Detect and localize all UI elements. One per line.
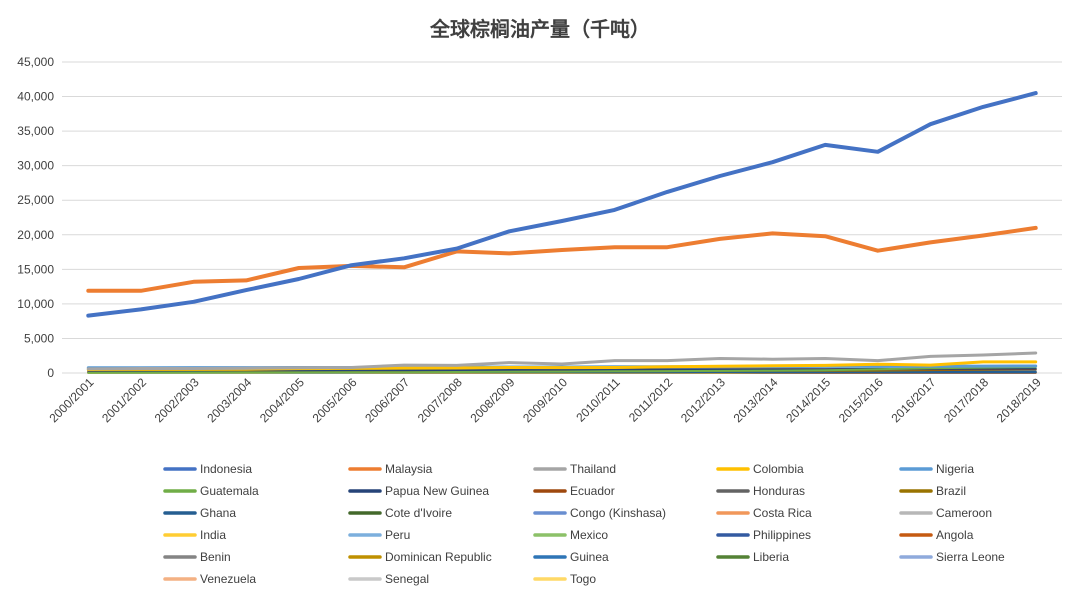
x-tick-label: 2001/2002 <box>99 375 149 425</box>
x-tick-label: 2011/2012 <box>626 375 676 425</box>
y-tick-label: 35,000 <box>17 124 54 138</box>
x-tick-label: 2003/2004 <box>204 375 254 425</box>
series-line-thailand <box>86 351 1038 371</box>
legend: Indonesia Malaysia Thailand Colombia Nigeria… <box>163 462 1005 586</box>
legend-item: Guatemala <box>163 484 259 498</box>
legend-item: Indonesia <box>163 462 252 476</box>
x-tick-label: 2007/2008 <box>415 375 465 425</box>
x-tick-label: 2012/2013 <box>678 375 728 425</box>
legend-item: Liberia <box>716 550 789 564</box>
legend-item: Venezuela <box>163 572 256 586</box>
y-tick-label: 45,000 <box>17 55 54 69</box>
legend-label: Malaysia <box>385 462 433 476</box>
x-axis-labels: 2000/2001 2001/2002 2002/2003 2003/2004 2004… <box>46 375 1044 425</box>
legend-label: Ghana <box>200 506 236 520</box>
chart-title: 全球棕榈油产量（千吨） <box>429 17 650 41</box>
legend-label: Papua New Guinea <box>385 484 489 498</box>
legend-item: Senegal <box>348 572 429 586</box>
series-line-guatemala <box>87 366 1037 374</box>
legend-item: Congo (Kinshasa) <box>533 506 666 520</box>
legend-label: Cameroon <box>936 506 992 520</box>
legend-item: Guinea <box>533 550 609 564</box>
legend-label: Senegal <box>385 572 429 586</box>
legend-item: Cameroon <box>899 506 992 520</box>
series-line-malaysia <box>86 225 1038 293</box>
x-tick-label: 2018/2019 <box>994 375 1044 425</box>
legend-label: Benin <box>200 550 231 564</box>
grid-lines <box>62 61 1062 374</box>
legend-label: Cote d'Ivoire <box>385 506 452 520</box>
legend-label: Dominican Republic <box>385 550 492 564</box>
legend-item: Brazil <box>899 484 966 498</box>
legend-label: Angola <box>936 528 974 542</box>
y-axis-labels: 0 5,000 10,000 15,000 20,000 25,000 30,000 35,0… <box>17 55 54 380</box>
legend-item: Ecuador <box>533 484 615 498</box>
legend-label: Guinea <box>570 550 609 564</box>
legend-label: Costa Rica <box>753 506 812 520</box>
x-tick-label: 2010/2011 <box>573 375 623 425</box>
y-tick-label: 30,000 <box>17 159 54 173</box>
legend-label: Congo (Kinshasa) <box>570 506 666 520</box>
legend-item: Honduras <box>716 484 805 498</box>
legend-label: Liberia <box>753 550 789 564</box>
legend-item: Papua New Guinea <box>348 484 489 498</box>
x-tick-label: 2015/2016 <box>836 375 886 425</box>
legend-label: Venezuela <box>200 572 256 586</box>
legend-label: Guatemala <box>200 484 259 498</box>
x-tick-label: 2004/2005 <box>257 375 307 425</box>
y-tick-label: 15,000 <box>17 262 54 276</box>
legend-label: Mexico <box>570 528 608 542</box>
legend-item: Thailand <box>533 462 616 476</box>
x-tick-label: 2000/2001 <box>46 375 96 425</box>
legend-label: Ecuador <box>570 484 615 498</box>
legend-label: Thailand <box>570 462 616 476</box>
legend-item: Sierra Leone <box>899 550 1005 564</box>
legend-item: Peru <box>348 528 410 542</box>
series-lines <box>86 91 1038 374</box>
legend-item: Malaysia <box>348 462 433 476</box>
legend-label: Colombia <box>753 462 804 476</box>
legend-label: Togo <box>570 572 596 586</box>
legend-item: Colombia <box>716 462 804 476</box>
legend-label: Peru <box>385 528 410 542</box>
x-tick-label: 2006/2007 <box>362 375 412 425</box>
y-tick-label: 5,000 <box>24 331 54 345</box>
y-tick-label: 25,000 <box>17 193 54 207</box>
legend-item: Angola <box>899 528 974 542</box>
x-tick-label: 2016/2017 <box>889 375 939 425</box>
legend-item: Togo <box>533 572 596 586</box>
legend-label: Nigeria <box>936 462 974 476</box>
legend-label: Honduras <box>753 484 805 498</box>
legend-label: Indonesia <box>200 462 252 476</box>
y-tick-label: 0 <box>47 366 54 380</box>
legend-item: Philippines <box>716 528 811 542</box>
y-tick-label: 40,000 <box>17 90 54 104</box>
legend-item: Benin <box>163 550 231 564</box>
y-tick-label: 20,000 <box>17 228 54 242</box>
x-tick-label: 2008/2009 <box>467 375 517 425</box>
series-line-indonesia <box>86 91 1038 318</box>
legend-label: Brazil <box>936 484 966 498</box>
legend-item: Mexico <box>533 528 608 542</box>
legend-label: Philippines <box>753 528 811 542</box>
x-tick-label: 2005/2006 <box>310 375 360 425</box>
legend-item: Nigeria <box>899 462 974 476</box>
legend-label: Sierra Leone <box>936 550 1005 564</box>
x-tick-label: 2014/2015 <box>783 375 833 425</box>
y-tick-label: 10,000 <box>17 297 54 311</box>
x-tick-label: 2009/2010 <box>520 375 570 425</box>
legend-label: India <box>200 528 226 542</box>
legend-item: Dominican Republic <box>348 550 492 564</box>
legend-item: Costa Rica <box>716 506 812 520</box>
x-tick-label: 2013/2014 <box>731 375 781 425</box>
legend-item: Ghana <box>163 506 236 520</box>
x-tick-label: 2017/2018 <box>941 375 991 425</box>
legend-item: India <box>163 528 226 542</box>
legend-item: Cote d'Ivoire <box>348 506 452 520</box>
x-tick-label: 2002/2003 <box>152 375 202 425</box>
